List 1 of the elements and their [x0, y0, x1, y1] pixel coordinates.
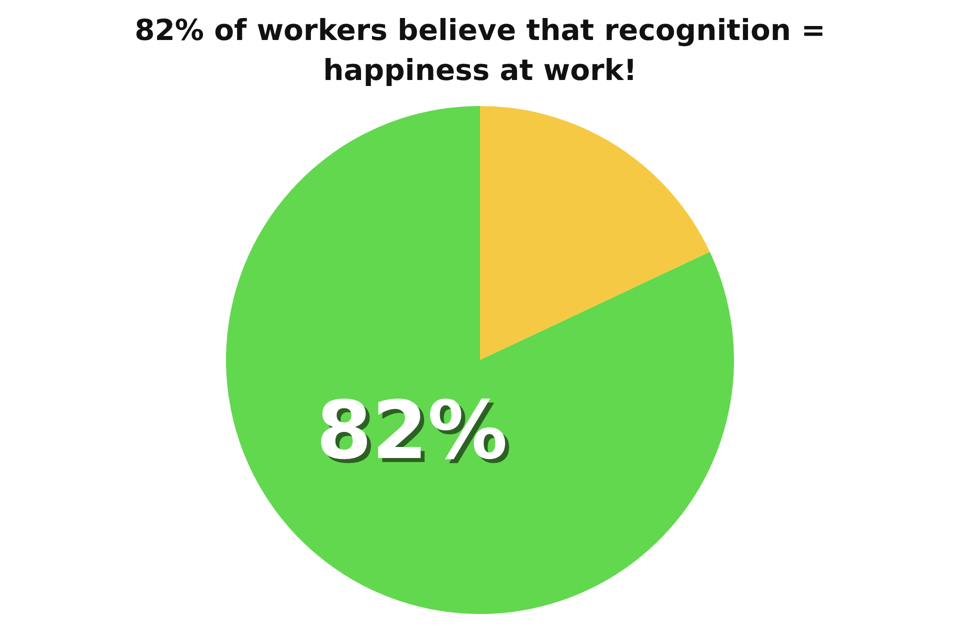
chart-title: 82% of workers believe that recognition = happiness at work! — [134, 12, 826, 89]
